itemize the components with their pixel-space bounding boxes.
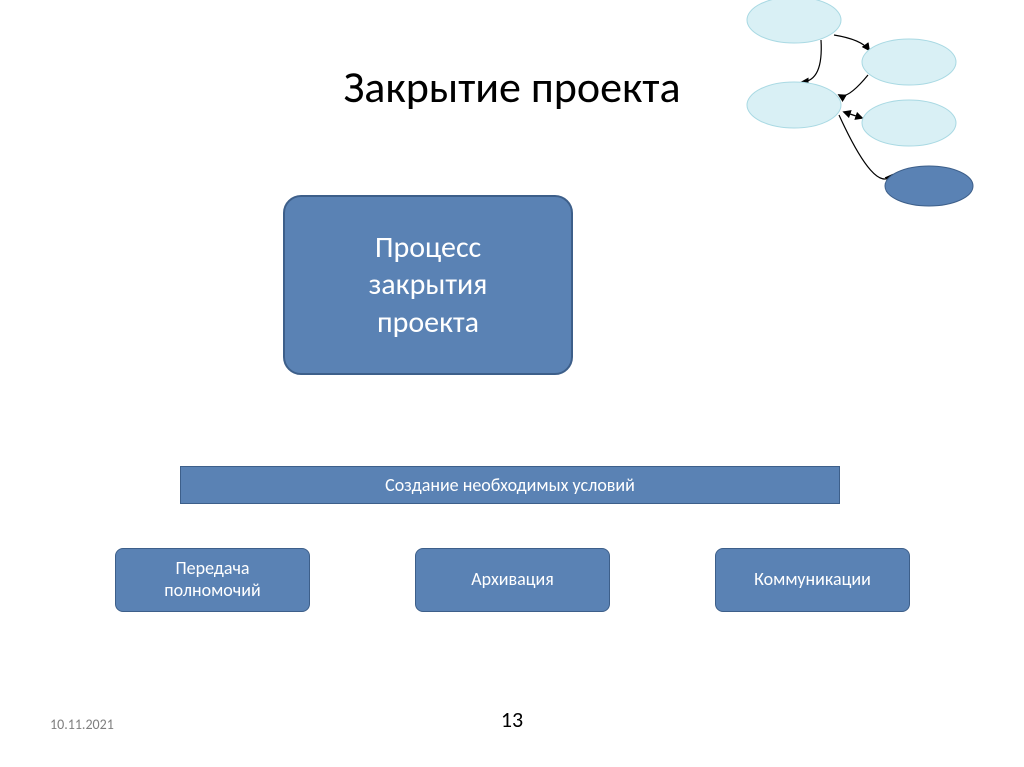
bottom-box-transfer: Передачаполномочий	[115, 548, 310, 612]
bottom-box-label: Передачаполномочий	[164, 558, 260, 601]
bottom-row: Передачаполномочий Архивация Коммуникаци…	[115, 548, 910, 612]
page-number: 13	[0, 706, 1024, 733]
conditions-label: Создание необходимых условий	[385, 474, 635, 496]
bottom-box-label: Коммуникации	[754, 569, 871, 591]
conditions-bar: Создание необходимых условий	[180, 466, 840, 504]
bottom-box-comm: Коммуникации	[715, 548, 910, 612]
decoration-diagram	[694, 0, 1024, 200]
main-process-box: Процессзакрытияпроекта	[283, 195, 573, 375]
bottom-box-label: Архивация	[471, 569, 553, 591]
main-process-label: Процессзакрытияпроекта	[369, 229, 488, 342]
bottom-box-archive: Архивация	[415, 548, 610, 612]
